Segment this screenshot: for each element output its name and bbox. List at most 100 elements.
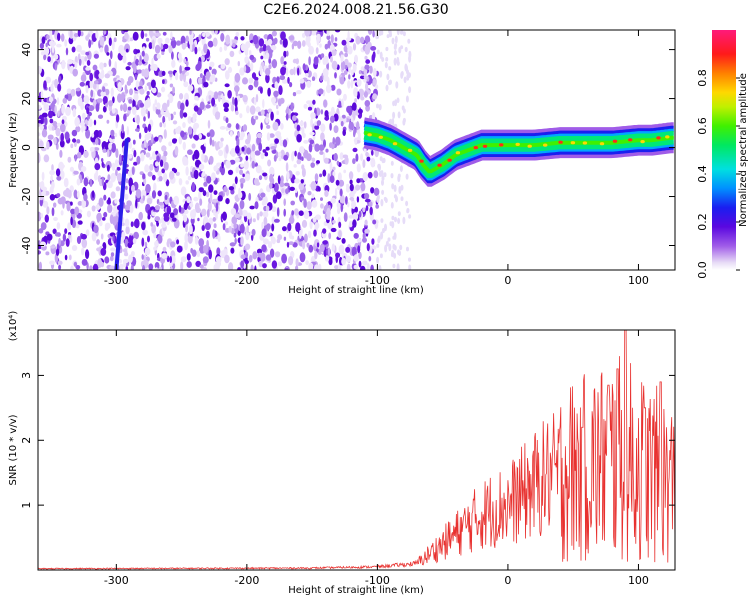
heatmap-cell xyxy=(39,42,45,49)
heatmap-cell xyxy=(65,238,70,247)
heatmap-cell xyxy=(249,54,255,61)
heatmap-cell xyxy=(53,202,57,208)
heatmap-cell xyxy=(209,129,215,138)
heatmap-cell xyxy=(391,215,395,221)
heatmap-cell xyxy=(201,153,205,162)
heatmap-cell xyxy=(205,104,211,109)
heatmap-cell xyxy=(198,187,204,193)
heatmap-cell xyxy=(338,244,345,255)
heatmap-cell xyxy=(320,197,323,202)
heatmap-cell xyxy=(179,109,184,119)
heatmap-cell xyxy=(303,140,309,144)
heatmap-cell xyxy=(280,66,286,76)
heatmap-cell xyxy=(218,90,222,96)
heatmap-cell xyxy=(144,33,148,37)
heatmap-cell xyxy=(378,163,381,172)
heatmap-cell xyxy=(169,83,174,88)
heatmap-cell xyxy=(85,129,91,139)
heatmap-cell xyxy=(358,251,362,260)
heatmap-cell xyxy=(45,76,52,84)
heatmap-cell xyxy=(213,190,218,196)
heatmap-cell xyxy=(357,245,361,254)
heatmap-cell xyxy=(274,138,279,144)
heatmap-cell xyxy=(174,72,179,81)
heatmap-cell xyxy=(193,149,200,160)
heatmap-cell xyxy=(132,237,137,245)
heatmap-cell xyxy=(251,143,256,152)
heatmap-cell xyxy=(123,259,127,268)
heatmap-cell xyxy=(70,265,74,270)
heatmap-cell xyxy=(265,68,271,76)
heatmap-cell xyxy=(356,178,361,184)
colorbar-tick-label: 0.0 xyxy=(696,261,709,279)
heatmap-cell xyxy=(385,46,389,52)
heatmap-cell xyxy=(112,234,115,242)
heatmap-cell xyxy=(406,73,410,81)
heatmap-cell xyxy=(92,64,98,71)
heatmap-cell xyxy=(155,267,158,270)
heatmap-cell xyxy=(360,182,366,192)
spectrogram-ytick-label: -20 xyxy=(20,188,33,206)
heatmap-cell xyxy=(163,129,167,139)
heatmap-cell xyxy=(237,61,240,67)
snr-xtick-label: -200 xyxy=(234,574,259,587)
heatmap-cell xyxy=(251,228,256,236)
heatmap-cell xyxy=(313,56,319,66)
trace-band-upper xyxy=(363,126,674,173)
heatmap-cell xyxy=(386,73,390,81)
colorbar-tick-label: 0.6 xyxy=(696,117,709,135)
heatmap-cell xyxy=(272,121,279,131)
heatmap-cell xyxy=(138,211,143,221)
spectrogram-ytick-label: -40 xyxy=(20,237,33,255)
heatmap-cell xyxy=(213,165,218,172)
heatmap-cell xyxy=(57,32,61,42)
heatmap-cell xyxy=(299,121,305,126)
heatmap-cell xyxy=(77,30,81,37)
heatmap-cell xyxy=(242,94,248,103)
heatmap-cell xyxy=(208,184,214,193)
heatmap-cell xyxy=(353,232,359,239)
heatmap-cell xyxy=(363,148,367,153)
heatmap-cell xyxy=(81,233,87,240)
heatmap-cell xyxy=(139,88,145,95)
heatmap-cell xyxy=(143,116,146,122)
snr-panel: -300 -200 -100 0 100 1 2 3 Height of straight l… xyxy=(8,311,676,596)
heatmap-cell xyxy=(380,218,384,223)
heatmap-cell xyxy=(273,182,279,193)
heatmap-cell xyxy=(85,66,91,71)
heatmap-cell xyxy=(276,110,280,116)
heatmap-cell xyxy=(223,107,229,112)
heatmap-cell xyxy=(325,84,332,94)
heatmap-cell xyxy=(179,93,184,100)
heatmap-cell xyxy=(319,173,323,178)
heatmap-cell xyxy=(362,207,366,213)
heatmap-cell xyxy=(213,208,216,216)
heatmap-cell xyxy=(70,143,74,149)
heatmap-cell xyxy=(81,112,86,120)
heatmap-cell xyxy=(122,248,128,253)
heatmap-cell xyxy=(330,115,335,124)
heatmap-cell xyxy=(56,43,62,48)
heatmap-cell xyxy=(350,79,354,89)
heatmap-cell xyxy=(64,228,68,235)
heatmap-cell xyxy=(180,186,187,196)
heatmap-cell xyxy=(346,39,350,49)
heatmap-cell xyxy=(255,106,261,113)
heatmap-cell xyxy=(384,197,388,203)
heatmap-cell xyxy=(244,173,251,182)
heatmap-cell xyxy=(110,87,114,98)
heatmap-cell xyxy=(207,201,212,212)
heatmap-cell xyxy=(271,59,278,69)
heatmap-cell xyxy=(271,206,277,213)
heatmap-cell xyxy=(352,158,356,165)
heatmap-cell xyxy=(240,236,244,246)
heatmap-cell xyxy=(287,222,292,232)
trace-peak xyxy=(419,159,424,163)
heatmap-cell xyxy=(93,80,99,85)
heatmap-cell xyxy=(203,142,207,147)
heatmap-cell xyxy=(394,35,398,44)
heatmap-cell xyxy=(180,130,185,138)
heatmap-cell xyxy=(312,217,317,223)
heatmap-cell xyxy=(371,238,375,245)
heatmap-cell xyxy=(303,210,310,220)
